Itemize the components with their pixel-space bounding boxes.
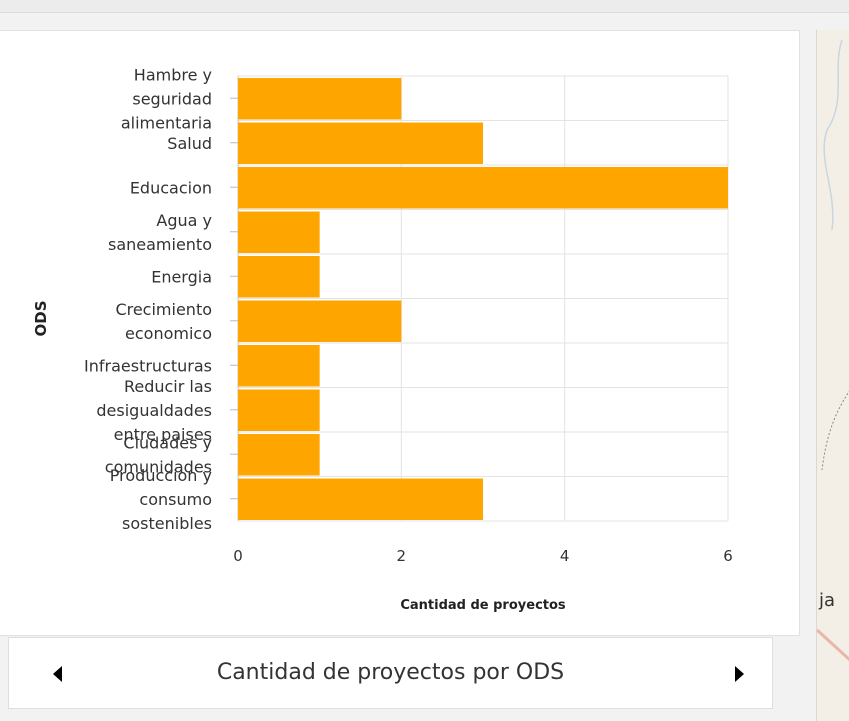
bar: [238, 300, 402, 342]
category-label-line: Ciudades y: [123, 433, 212, 452]
category-label-line: sostenibles: [122, 514, 212, 533]
map-place-label: ja: [819, 590, 836, 611]
category-label-line: seguridad: [132, 89, 212, 108]
chart-panel: Hambre y seguridad alimentaria Salud Educaci…: [0, 30, 800, 636]
bar: [238, 345, 320, 387]
category-label: Hambre y seguridad alimentaria: [121, 65, 212, 132]
category-label: Infraestructuras: [84, 356, 212, 375]
previous-chart-button[interactable]: [53, 666, 62, 682]
chart-navigation: Cantidad de proyectos por ODS: [8, 637, 773, 709]
category-label: Salud: [167, 134, 212, 153]
bar-chart: Hambre y seguridad alimentaria Salud Educaci…: [32, 65, 733, 613]
bar: [238, 256, 320, 298]
top-bar: [0, 0, 849, 13]
map-background: [817, 39, 849, 662]
category-label-line: Crecimiento: [115, 300, 212, 319]
category-label: Reducir las desigualdades entre paises: [96, 377, 212, 444]
category-label-line: Produccion y: [110, 466, 212, 485]
category-label-line: Salud: [167, 134, 212, 153]
x-tick-label: 0: [233, 547, 243, 565]
category-label-line: Agua y: [156, 211, 212, 230]
category-label-line: entre paises: [114, 425, 212, 444]
category-label-line: desigualdades: [96, 401, 212, 420]
category-label: Produccion y consumo sostenibles: [110, 466, 212, 533]
next-chart-button[interactable]: [735, 666, 744, 682]
category-label-line: Infraestructuras: [84, 356, 212, 375]
category-label-line: comunidades: [105, 457, 212, 476]
category-label-line: saneamiento: [108, 235, 212, 254]
bar: [238, 434, 320, 476]
bar: [238, 167, 728, 209]
x-tick-label: 2: [397, 547, 407, 565]
category-label: Educacion: [130, 178, 212, 197]
x-tick-label: 4: [560, 547, 570, 565]
bar: [238, 389, 320, 431]
map-panel[interactable]: ja: [816, 30, 849, 721]
category-label-line: Reducir las: [124, 377, 212, 396]
y-axis-title: ODS: [32, 300, 50, 336]
category-label-line: Educacion: [130, 178, 212, 197]
bar: [238, 478, 483, 520]
bar: [238, 211, 320, 253]
chart-selector-title: Cantidad de proyectos por ODS: [216, 660, 565, 685]
category-label-line: consumo: [139, 490, 212, 509]
category-label-line: alimentaria: [121, 113, 212, 132]
category-label-line: Hambre y: [134, 65, 212, 84]
category-label: Energia: [151, 267, 212, 286]
bar: [238, 78, 402, 120]
category-label: Ciudades y comunidades: [105, 433, 212, 476]
x-tick-label: 6: [723, 547, 733, 565]
category-label: Agua y saneamiento: [108, 211, 212, 254]
bar: [238, 122, 483, 164]
category-label-line: Energia: [151, 267, 212, 286]
category-label-line: economico: [125, 324, 212, 343]
x-axis-title: Cantidad de proyectos: [400, 598, 566, 613]
category-label: Crecimiento economico: [115, 300, 212, 343]
